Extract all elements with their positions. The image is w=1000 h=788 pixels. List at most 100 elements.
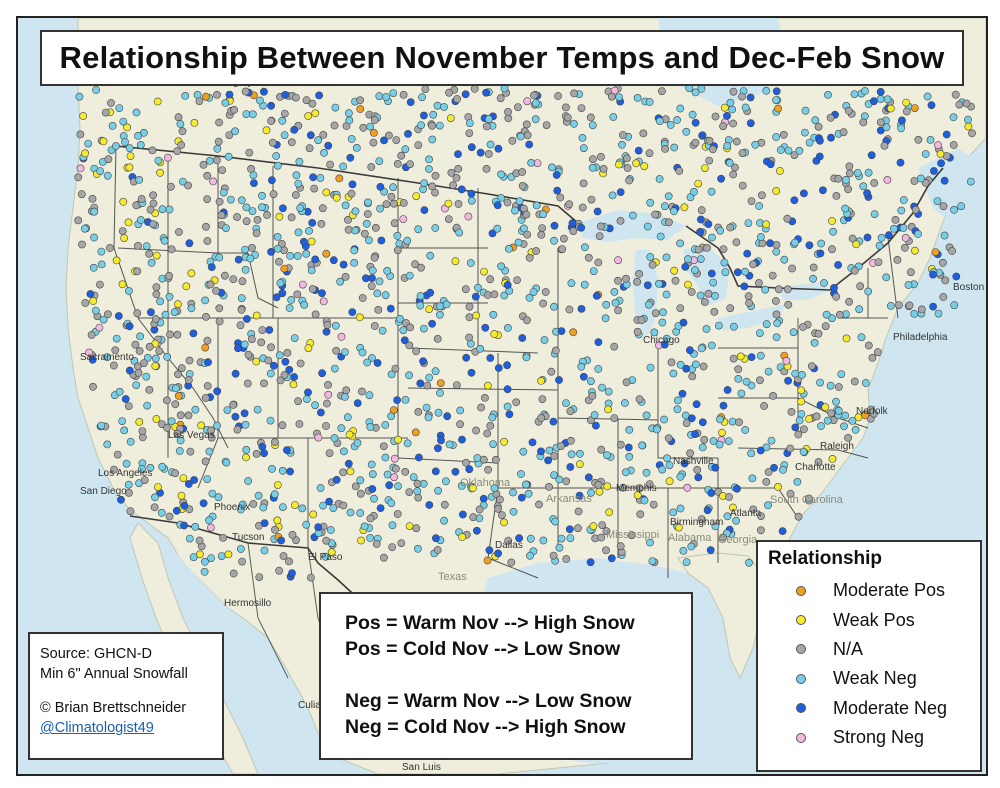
station-dot — [742, 377, 751, 386]
station-dot — [861, 87, 869, 95]
station-dot — [341, 348, 349, 356]
station-dot — [336, 277, 345, 286]
station-dot — [707, 187, 716, 196]
station-dot — [790, 151, 799, 159]
station-dot — [381, 291, 390, 300]
station-dot — [185, 239, 194, 248]
station-dot — [634, 146, 643, 155]
station-dot — [208, 489, 217, 498]
station-dot — [215, 253, 224, 262]
station-dot — [180, 501, 189, 510]
state-label-georgia: Georgia — [718, 534, 758, 546]
station-dot — [356, 509, 365, 517]
station-dot — [289, 380, 298, 389]
station-dot — [644, 300, 653, 309]
station-dot — [949, 141, 958, 149]
station-dot — [594, 338, 603, 346]
station-dot — [195, 536, 204, 545]
station-dot — [96, 167, 105, 175]
twitter-handle-link[interactable]: @Climatologist49 — [40, 720, 154, 736]
station-dot — [145, 249, 154, 258]
station-dot — [170, 308, 179, 317]
station-dot — [717, 174, 725, 183]
station-dot — [472, 311, 481, 320]
station-dot — [816, 378, 824, 387]
station-dot — [625, 425, 634, 434]
station-dot — [318, 204, 327, 213]
station-dot — [493, 201, 502, 210]
station-dot — [741, 267, 749, 276]
station-dot — [674, 396, 682, 405]
station-dot — [268, 138, 277, 147]
station-dot — [676, 104, 685, 113]
station-dot — [799, 323, 807, 331]
station-dot — [679, 547, 688, 555]
station-dot — [367, 163, 376, 171]
station-dot — [883, 95, 892, 104]
station-dot — [298, 504, 307, 513]
station-dot — [434, 408, 443, 417]
map-title: Relationship Between November Temps and … — [59, 40, 945, 75]
station-dot — [458, 510, 467, 519]
station-dot — [187, 269, 196, 278]
station-dot — [365, 391, 374, 400]
station-dot — [610, 287, 619, 296]
station-dot — [234, 255, 243, 264]
station-dot — [603, 482, 612, 491]
city-label-san-diego: San Diego — [80, 486, 127, 497]
station-dot — [215, 197, 224, 206]
station-dot — [489, 440, 497, 448]
station-dot — [472, 426, 480, 435]
gulf-of-california — [158, 543, 318, 774]
station-dot — [783, 285, 792, 294]
city-label-los-angeles: Los Angeles — [98, 468, 153, 479]
station-dot — [376, 204, 384, 213]
station-dot — [191, 405, 200, 414]
station-dot — [146, 463, 155, 472]
station-dot — [151, 354, 160, 363]
station-dot — [711, 463, 720, 472]
station-dot — [174, 370, 182, 379]
station-dot — [122, 459, 131, 468]
station-dot — [683, 483, 692, 492]
station-dot — [267, 117, 275, 125]
station-dot — [382, 93, 390, 101]
station-dot — [528, 438, 537, 447]
station-dot — [358, 294, 367, 302]
station-dot — [401, 145, 410, 154]
station-dot — [433, 444, 442, 453]
station-dot — [637, 316, 646, 324]
station-dot — [949, 113, 958, 122]
station-dot — [614, 256, 622, 265]
station-dot — [518, 334, 527, 342]
station-dot — [684, 255, 692, 264]
station-dot — [465, 465, 474, 474]
station-dot — [406, 98, 415, 106]
station-dot — [278, 466, 287, 475]
station-dot — [388, 543, 397, 551]
station-dot — [851, 425, 860, 434]
station-dot — [539, 536, 548, 545]
station-dot — [504, 108, 512, 116]
station-dot — [99, 315, 108, 324]
station-dot — [705, 156, 714, 165]
station-dot — [420, 179, 429, 187]
station-dot — [470, 84, 479, 93]
station-dot — [686, 193, 695, 202]
station-dot — [400, 336, 409, 345]
station-dot — [694, 473, 703, 482]
city-label-sacramento: Sacramento — [80, 352, 134, 363]
station-dot — [758, 239, 767, 248]
station-dot — [180, 521, 188, 530]
station-dot — [670, 143, 679, 152]
station-dot — [366, 534, 375, 542]
station-dot — [698, 418, 707, 427]
station-dot — [911, 246, 919, 255]
station-dot — [137, 216, 145, 224]
station-dot — [694, 245, 703, 254]
station-dot — [444, 215, 453, 223]
station-dot — [622, 274, 630, 283]
station-dot — [488, 229, 497, 238]
station-dot — [351, 226, 359, 235]
station-dot — [845, 162, 854, 171]
